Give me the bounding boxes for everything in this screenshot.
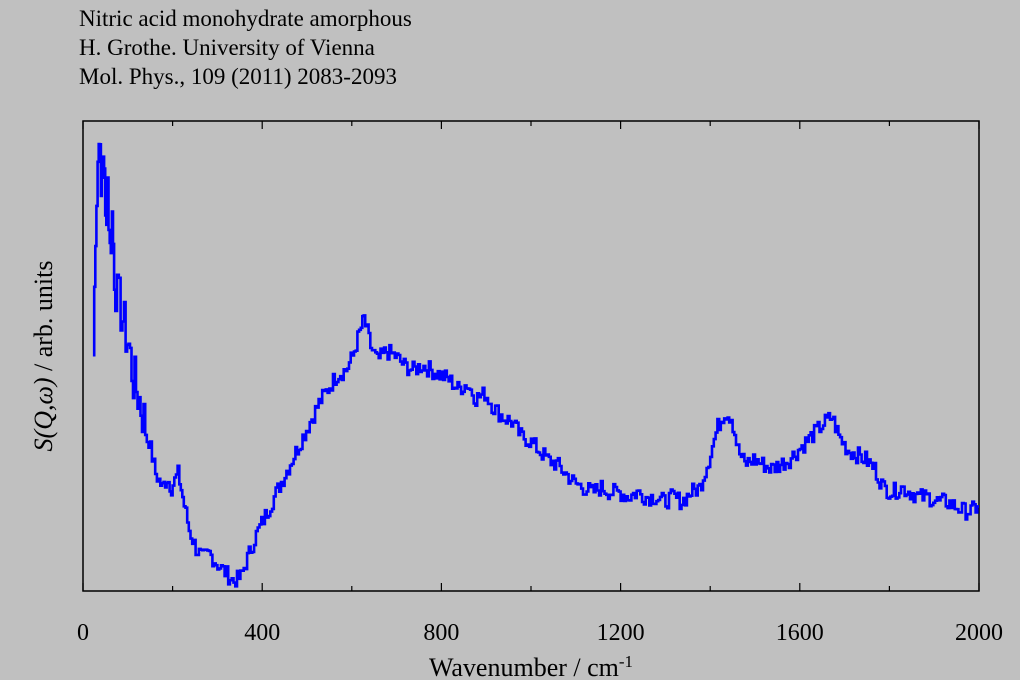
x-tick-label-800: 800 bbox=[423, 620, 459, 646]
x-axis-tick-labels: 0 400 800 1200 1600 2000 bbox=[77, 620, 1003, 646]
x-axis-ticks bbox=[82, 121, 980, 591]
y-axis-label: S(Q,ω) / arb. units bbox=[29, 261, 58, 452]
series-line-0 bbox=[92, 142, 979, 588]
x-tick-label-400: 400 bbox=[244, 620, 280, 646]
x-axis-label: Wavenumber / cm-1 bbox=[429, 652, 633, 680]
series-group bbox=[92, 142, 979, 588]
x-tick-label-0: 0 bbox=[77, 620, 89, 646]
chart-title: Nitric acid monohydrate amorphous bbox=[79, 6, 412, 31]
chart-reference: Mol. Phys., 109 (2011) 2083-2093 bbox=[79, 64, 397, 89]
plot-frame bbox=[82, 120, 980, 592]
x-tick-label-1200: 1200 bbox=[597, 620, 645, 646]
chart-author: H. Grothe. University of Vienna bbox=[79, 35, 375, 60]
x-tick-label-1600: 1600 bbox=[776, 620, 824, 646]
chart-header: Nitric acid monohydrate amorphous H. Gro… bbox=[79, 4, 412, 91]
x-tick-label-2000: 2000 bbox=[955, 620, 1003, 646]
